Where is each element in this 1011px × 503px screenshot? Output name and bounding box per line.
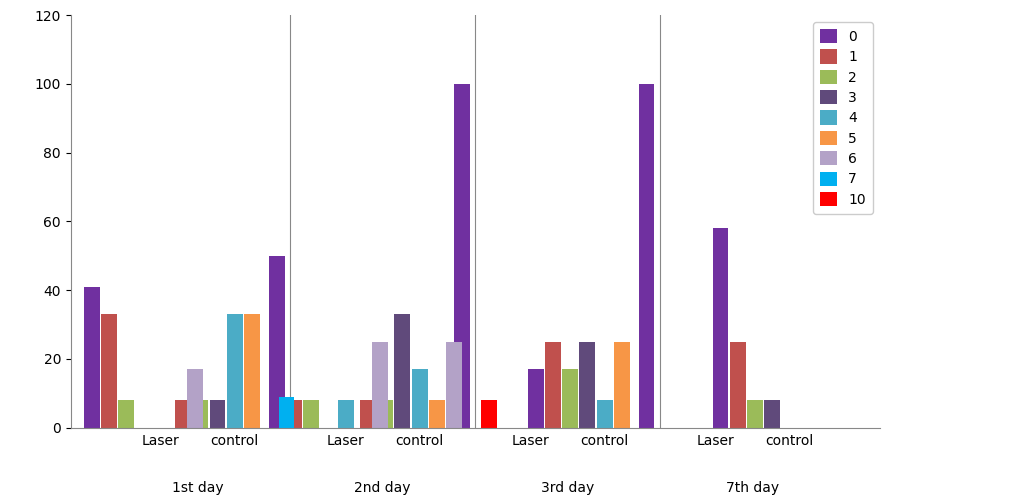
Bar <box>209 400 225 428</box>
Bar <box>639 84 654 428</box>
Bar <box>360 400 376 428</box>
Bar <box>192 400 208 428</box>
Bar <box>338 400 354 428</box>
Bar <box>528 369 544 428</box>
Bar <box>226 314 243 428</box>
Bar <box>411 369 428 428</box>
Bar <box>286 400 302 428</box>
Bar <box>175 400 191 428</box>
Bar <box>730 342 746 428</box>
Bar <box>303 400 319 428</box>
Bar <box>429 400 445 428</box>
Bar <box>372 342 388 428</box>
Bar <box>481 400 496 428</box>
Bar <box>764 400 780 428</box>
Text: 3rd day: 3rd day <box>541 481 594 495</box>
Bar <box>394 314 410 428</box>
Bar <box>101 314 117 428</box>
Legend: 0, 1, 2, 3, 4, 5, 6, 7, 10: 0, 1, 2, 3, 4, 5, 6, 7, 10 <box>813 22 872 214</box>
Text: 7th day: 7th day <box>726 481 779 495</box>
Bar <box>713 228 729 428</box>
Bar <box>614 342 630 428</box>
Bar <box>84 287 100 428</box>
Bar <box>747 400 763 428</box>
Bar <box>118 400 134 428</box>
Bar <box>562 369 578 428</box>
Bar <box>244 314 260 428</box>
Text: 1st day: 1st day <box>172 481 223 495</box>
Bar <box>545 342 561 428</box>
Bar <box>269 256 285 428</box>
Bar <box>377 400 393 428</box>
Bar <box>279 396 294 428</box>
Text: 2nd day: 2nd day <box>355 481 410 495</box>
Bar <box>579 342 595 428</box>
Bar <box>446 342 462 428</box>
Bar <box>596 400 613 428</box>
Bar <box>454 84 469 428</box>
Bar <box>187 369 203 428</box>
